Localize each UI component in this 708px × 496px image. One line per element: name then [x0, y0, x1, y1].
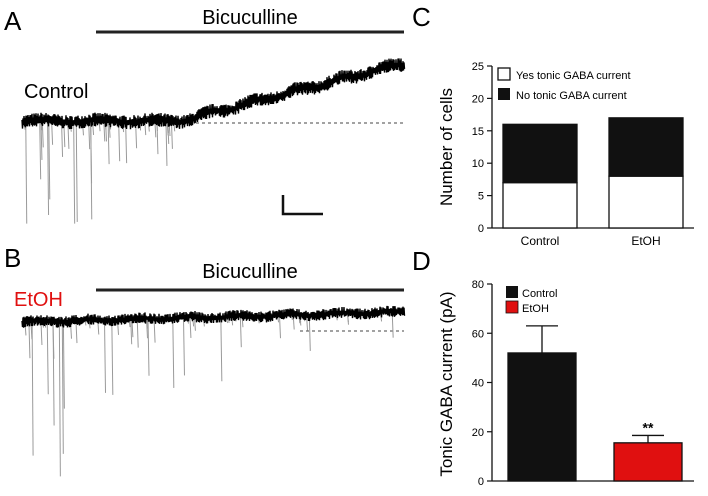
y-tick-label: 5: [478, 191, 484, 203]
drug-label-b: Bicuculline: [202, 261, 298, 283]
synaptic-event: [239, 315, 242, 348]
y-tick-label: 0: [478, 476, 484, 488]
synaptic-event: [61, 121, 64, 157]
y-tick-label: 0: [478, 223, 484, 235]
synaptic-event: [153, 318, 156, 343]
synaptic-event: [107, 120, 110, 165]
panel-b: Bicuculline EtOH: [14, 261, 406, 477]
synaptic-event: [90, 120, 93, 220]
synaptic-event: [75, 122, 78, 222]
chart-c-bars: [502, 117, 684, 229]
synaptic-event: [47, 119, 50, 215]
synaptic-event: [145, 318, 148, 339]
synaptic-event: [136, 317, 139, 348]
synaptic-event: [165, 120, 168, 166]
synaptic-event: [46, 320, 49, 395]
y-tick-label: 80: [472, 279, 484, 291]
scale-bar: [281, 195, 323, 216]
y-tick-label: 60: [472, 328, 484, 340]
tonic-current-bar-chart: Tonic GABA current (pA) 0 20 40 60 80 ** Con…: [437, 279, 694, 488]
synaptic-event: [58, 322, 61, 477]
bar-segment: [502, 123, 578, 184]
synaptic-event: [61, 322, 64, 454]
chart-c-ylabel: Number of cells: [437, 88, 456, 206]
synaptic-event: [62, 322, 65, 409]
y-tick-label: 10: [472, 158, 484, 170]
drug-label-a: Bicuculline: [202, 7, 298, 29]
synaptic-event: [52, 321, 55, 426]
legend-label-yes: Yes tonic GABA current: [516, 70, 631, 82]
synaptic-event: [172, 318, 175, 388]
synaptic-event: [111, 320, 114, 395]
current-trace-b: [21, 305, 406, 477]
current-trace-a: [21, 58, 406, 224]
bar: [613, 442, 683, 482]
synaptic-event: [308, 315, 311, 351]
significance-marker: **: [643, 419, 654, 435]
synaptic-event: [182, 316, 185, 376]
y-tick-label: 25: [472, 61, 484, 73]
chart-d-legend: Control EtOH: [505, 286, 557, 315]
chart-d-ylabel: Tonic GABA current (pA): [437, 291, 456, 476]
synaptic-event: [220, 317, 223, 382]
bar-segment: [502, 181, 578, 229]
chart-d-bars: **: [507, 325, 683, 482]
condition-label-a: Control: [24, 81, 88, 103]
x-tick-label: EtOH: [631, 234, 660, 248]
synaptic-event: [118, 121, 121, 162]
panel-a-letter: A: [4, 6, 22, 36]
legend-label-control: Control: [522, 288, 557, 300]
synaptic-event: [39, 119, 42, 180]
synaptic-event: [156, 119, 159, 155]
panel-c-letter: C: [412, 2, 431, 32]
synaptic-event: [73, 122, 76, 224]
legend-swatch-yes: [497, 67, 511, 81]
legend-swatch-no: [498, 88, 510, 100]
panel-d-letter: D: [412, 246, 431, 276]
panel-a: Bicuculline Control: [21, 7, 406, 224]
synaptic-event: [31, 320, 34, 456]
legend-swatch-etoh: [505, 300, 519, 314]
synaptic-event: [125, 122, 128, 164]
bar-segment: [608, 117, 684, 177]
bar: [507, 352, 577, 482]
legend-label-etoh: EtOH: [522, 303, 549, 315]
synaptic-event: [189, 316, 192, 338]
synaptic-event: [75, 320, 78, 344]
synaptic-event: [25, 121, 28, 224]
trace-line: [21, 58, 406, 130]
y-tick-label: 15: [472, 126, 484, 138]
synaptic-event: [278, 314, 281, 339]
synaptic-event: [104, 320, 107, 393]
trace-line: [21, 305, 406, 328]
synaptic-event: [28, 321, 31, 359]
x-tick-label: Control: [521, 234, 560, 248]
y-tick-label: 40: [472, 378, 484, 390]
stacked-bar-chart: Number of cells 0 5 10 15 20 25 Control EtOH Ye…: [437, 61, 694, 248]
panel-b-letter: B: [4, 243, 21, 273]
legend-swatch-control: [506, 286, 518, 298]
legend-label-no: No tonic GABA current: [516, 90, 627, 102]
condition-label-b: EtOH: [14, 289, 63, 311]
y-tick-label: 20: [472, 427, 484, 439]
synaptic-event: [130, 318, 133, 345]
bar-segment: [608, 175, 684, 229]
synaptic-event: [40, 119, 43, 160]
y-tick-label: 20: [472, 93, 484, 105]
synaptic-event: [306, 315, 309, 331]
synaptic-event: [48, 119, 51, 200]
synaptic-event: [147, 318, 150, 376]
chart-c-legend: Yes tonic GABA current No tonic GABA cur…: [497, 67, 631, 102]
